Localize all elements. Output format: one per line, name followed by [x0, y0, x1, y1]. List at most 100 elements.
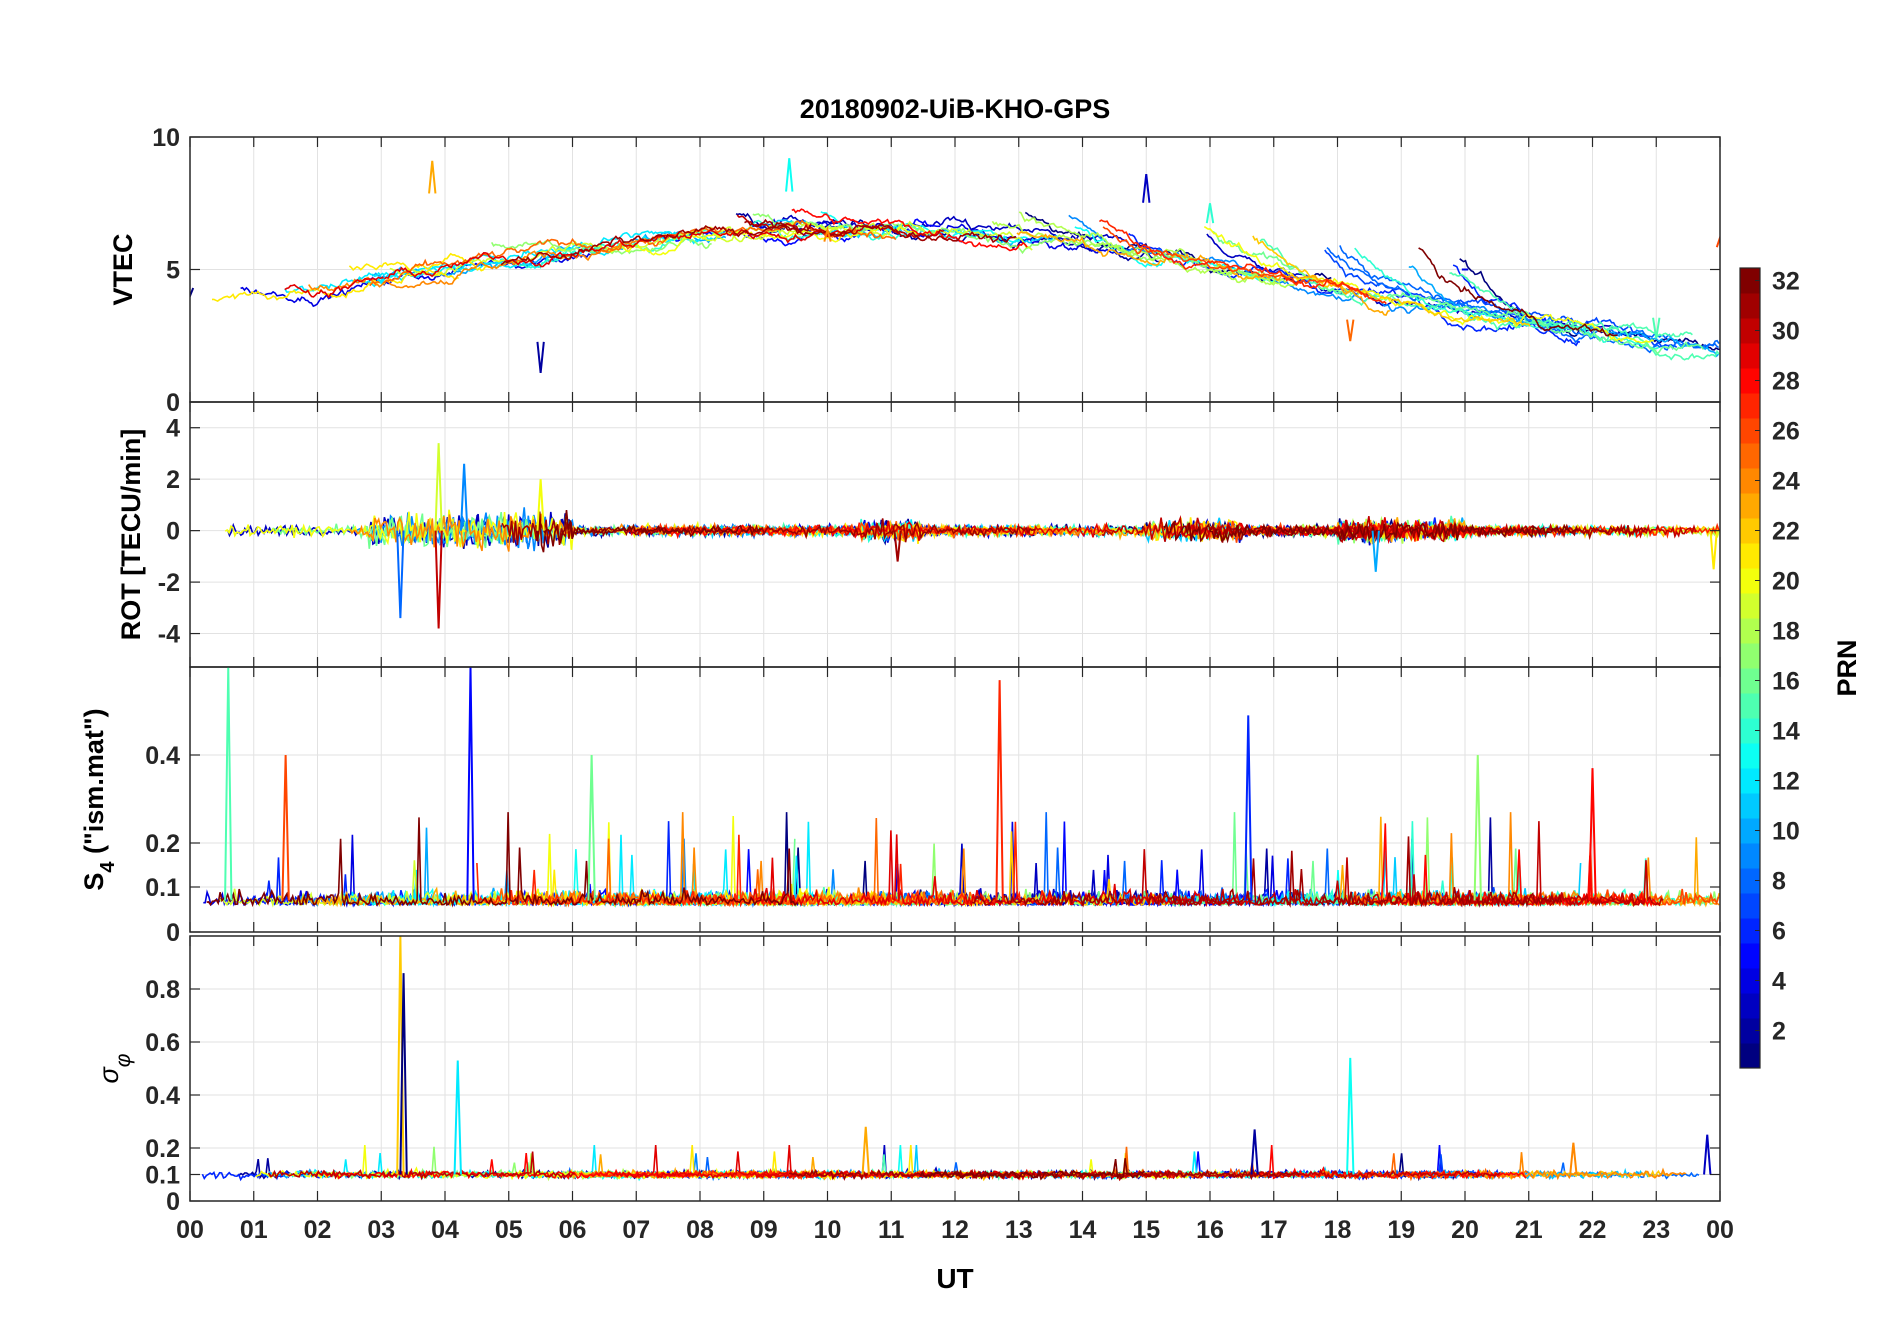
- series-s4: [203, 812, 1720, 908]
- colorbar-swatch: [1740, 443, 1760, 469]
- feature-spike: [434, 443, 443, 531]
- colorbar-swatch: [1740, 793, 1760, 819]
- colorbar-swatch: [1740, 268, 1760, 294]
- feature-spike: [536, 479, 545, 531]
- colorbar-tick-label: 16: [1772, 668, 1800, 696]
- prn-30-line: [1101, 515, 1384, 542]
- x-tick-label: 10: [814, 1216, 842, 1244]
- prn-23-line: [294, 886, 495, 908]
- y-tick-label: 0.1: [145, 874, 180, 902]
- series-sigma_phi: [201, 1145, 1700, 1182]
- colorbar-frame: [1739, 267, 1761, 1069]
- features-sigma_phi: [396, 936, 1712, 1175]
- prn-27-line: [859, 821, 1059, 907]
- colorbar-swatch: [1740, 393, 1760, 419]
- feature-spike: [281, 754, 290, 901]
- colorbar-swatch: [1740, 768, 1760, 794]
- y-tick-label: 0.2: [145, 830, 180, 858]
- x-tick-label: 03: [367, 1216, 395, 1244]
- y-tick-label: 5: [166, 257, 180, 285]
- colorbar-swatch: [1740, 468, 1760, 494]
- colorbar-swatch: [1740, 643, 1760, 669]
- colorbar-swatch: [1740, 293, 1760, 319]
- colorbar-tick-label: 26: [1772, 418, 1800, 446]
- x-tick-label: 07: [622, 1216, 650, 1244]
- colorbar-swatch: [1740, 368, 1760, 394]
- colorbar-tick-label: 20: [1772, 568, 1800, 596]
- panel-s4: 0 0.1 0.2 0.4 S4 ("ism.mat"): [79, 666, 1721, 947]
- y-tick-label: 0.6: [145, 1029, 180, 1057]
- y-tick-label: 0.4: [145, 742, 180, 770]
- x-tick-label: 14: [1069, 1216, 1097, 1244]
- x-tick-labels: 00 01 02 03 04 05 06 07 08 09 10 11 12 13 14 15 16 17 18 19…: [176, 1216, 1734, 1244]
- x-tick-label: 08: [686, 1216, 714, 1244]
- colorbar-swatch: [1740, 843, 1760, 869]
- feature-spike: [466, 667, 475, 901]
- colorbar-tick-label: 32: [1772, 268, 1800, 296]
- feature-spike: [1205, 203, 1215, 224]
- x-tick-label: 18: [1324, 1216, 1352, 1244]
- features-vtec: [190, 158, 1720, 373]
- y-axis-label: σφ: [94, 1053, 135, 1083]
- colorbar-tick-label: 10: [1772, 818, 1800, 846]
- feature-spike: [459, 463, 469, 531]
- colorbar-swatch: [1740, 518, 1760, 544]
- features-rot: [396, 443, 1718, 629]
- feature-spike: [785, 158, 794, 192]
- colorbar-swatch: [1740, 693, 1760, 719]
- prn-18-line: [991, 220, 1297, 289]
- prn-10-line: [299, 827, 523, 908]
- y-tick-label: 0.1: [145, 1162, 180, 1190]
- colorbar-swatch: [1740, 418, 1760, 444]
- colorbar-tick-label: 28: [1772, 368, 1800, 396]
- prn-19-line: [389, 224, 888, 277]
- prn-31-line: [1147, 836, 1563, 908]
- feature-spike: [893, 530, 902, 562]
- feature-spike: [1473, 754, 1482, 901]
- x-tick-label: 09: [750, 1216, 778, 1244]
- colorbar-swatch: [1740, 818, 1760, 844]
- x-tick-label: 19: [1387, 1216, 1415, 1244]
- x-tick-label: 04: [431, 1216, 459, 1244]
- feature-spike: [1244, 715, 1253, 901]
- feature-spike: [399, 973, 408, 1175]
- feature-spike: [1588, 768, 1597, 901]
- prn-32-line: [919, 1158, 1145, 1181]
- features-s4: [224, 667, 1597, 901]
- feature-spike: [453, 1060, 462, 1175]
- prn-30-line: [267, 1151, 576, 1181]
- feature-spike: [1346, 319, 1355, 342]
- prn-4-line: [750, 218, 1146, 256]
- x-tick-label: 05: [495, 1216, 523, 1244]
- prn-32-line: [206, 817, 448, 908]
- prn-31-line: [500, 223, 812, 266]
- x-tick-label: 00: [176, 1216, 204, 1244]
- x-tick-label: 06: [559, 1216, 587, 1244]
- x-tick-label: 16: [1196, 1216, 1224, 1244]
- feature-spike: [1142, 173, 1151, 203]
- prn-29-line: [1166, 517, 1447, 545]
- prn-30-line: [1078, 1168, 1501, 1182]
- colorbar-swatch: [1740, 868, 1760, 894]
- feature-spike: [861, 1126, 870, 1175]
- prn-32-line: [1163, 520, 1578, 544]
- prn-4-line: [240, 253, 591, 308]
- panel-vtec: 0 5 10 VTEC: [108, 124, 1721, 417]
- prn-32-line: [535, 510, 762, 553]
- x-tick-label: 20: [1451, 1216, 1479, 1244]
- feature-spike: [1709, 530, 1718, 570]
- prn-21-line: [348, 252, 491, 272]
- y-tick-label: 0.2: [145, 1135, 180, 1163]
- feature-spike: [1569, 1142, 1578, 1175]
- feature-spike: [587, 754, 596, 901]
- colorbar-tick-label: 6: [1772, 918, 1786, 946]
- feature-spike: [396, 530, 405, 619]
- colorbar-swatch: [1740, 718, 1760, 744]
- colorbar-tick-label: 30: [1772, 318, 1800, 346]
- colorbar-swatch: [1740, 343, 1760, 369]
- colorbar-tick-label: 12: [1772, 768, 1800, 796]
- prn-32-line: [1418, 247, 1618, 337]
- x-tick-label: 00: [1706, 1216, 1734, 1244]
